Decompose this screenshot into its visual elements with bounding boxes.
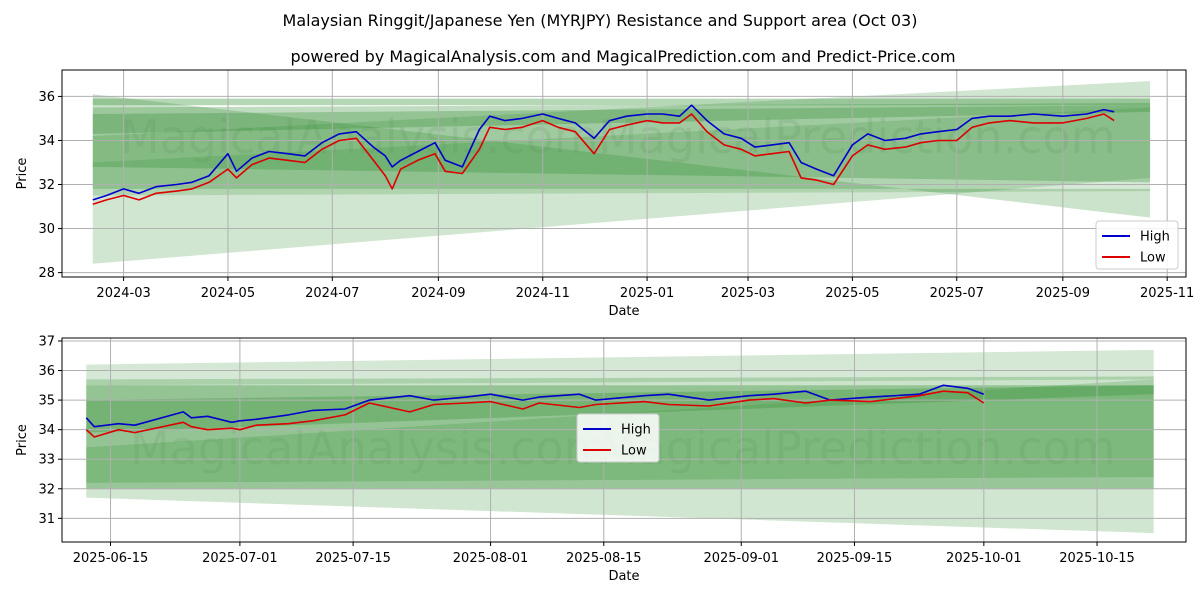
y-tick-label: 34 (38, 134, 55, 149)
x-tick-label: 2025-01 (620, 286, 674, 301)
x-tick-label: 2024-03 (96, 286, 150, 301)
x-tick-label: 2025-10-15 (1059, 551, 1135, 566)
x-tick-label: 2025-05 (825, 286, 879, 301)
x-tick-label: 2024-07 (305, 286, 359, 301)
support-resistance-band (92, 105, 1151, 183)
legend-label-high: High (621, 423, 651, 438)
series-line-high (85, 384, 985, 428)
legend-box (576, 413, 660, 463)
y-axis-label: Price (15, 424, 30, 456)
x-tick-label: 2025-07-15 (315, 551, 391, 566)
y-tick-label: 30 (38, 222, 55, 237)
y-tick-label: 28 (38, 266, 55, 281)
x-tick-label: 2025-11 (1140, 286, 1194, 301)
legend: High Low (576, 413, 660, 463)
support-resistance-band (92, 94, 1151, 218)
series-line-high (92, 104, 1115, 201)
x-tick-label: 2025-08-01 (453, 551, 529, 566)
y-tick-label: 36 (38, 90, 55, 105)
x-tick-label: 2025-03 (721, 286, 775, 301)
legend-label-high: High (1140, 230, 1170, 245)
y-tick-label: 36 (38, 364, 55, 379)
top-panel: MagicalAnalysis.com MagicalPrediction.com… (15, 69, 1194, 319)
x-tick-label: 2025-09 (1036, 286, 1090, 301)
series-line-low (92, 113, 1115, 206)
support-resistance-band (92, 98, 1151, 106)
x-tick-label: 2024-11 (516, 286, 570, 301)
y-tick-label: 34 (38, 423, 55, 438)
x-tick-label: 2025-07-01 (202, 551, 278, 566)
support-resistance-band (92, 81, 1151, 264)
x-tick-label: 2025-09-01 (703, 551, 779, 566)
x-axis-label: Date (608, 304, 639, 319)
x-tick-label: 2024-09 (411, 286, 465, 301)
y-tick-label: 33 (38, 453, 55, 468)
x-tick-label: 2025-06-15 (73, 551, 149, 566)
legend-label-low: Low (1140, 251, 1166, 266)
chart-subtitle: powered by MagicalAnalysis.com and Magic… (290, 47, 955, 66)
y-tick-label: 37 (38, 334, 55, 349)
y-tick-label: 31 (38, 512, 55, 527)
x-tick-label: 2025-07 (930, 286, 984, 301)
plot-frame (61, 69, 1187, 278)
x-tick-label: 2024-05 (201, 286, 255, 301)
y-tick-label: 35 (38, 394, 55, 409)
legend-label-low: Low (621, 444, 647, 459)
legend-box (1095, 220, 1179, 270)
plot-frame (61, 337, 1187, 543)
x-tick-label: 2025-08-15 (566, 551, 642, 566)
x-tick-label: 2025-10-01 (946, 551, 1022, 566)
x-axis-label: Date (608, 569, 639, 584)
legend: High Low (1095, 220, 1179, 270)
support-resistance-band (92, 103, 1151, 134)
support-resistance-band (92, 107, 1151, 196)
y-axis-label: Price (15, 158, 30, 190)
series-line-low (85, 390, 985, 438)
x-tick-label: 2025-09-15 (817, 551, 893, 566)
chart-title: Malaysian Ringgit/Japanese Yen (MYRJPY) … (283, 11, 918, 30)
y-tick-label: 32 (38, 482, 55, 497)
y-tick-label: 32 (38, 178, 55, 193)
bottom-panel: MagicalAnalysis.comMagicalPrediction.com… (15, 334, 1187, 584)
